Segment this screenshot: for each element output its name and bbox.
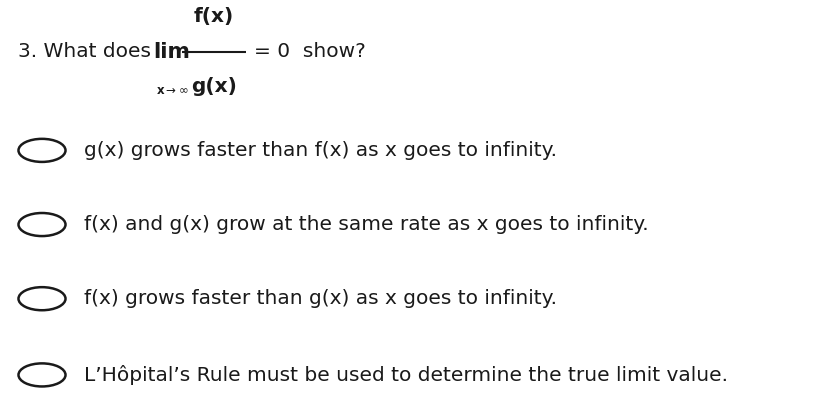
Text: L’Hôpital’s Rule must be used to determine the true limit value.: L’Hôpital’s Rule must be used to determi… [84, 365, 728, 385]
Text: 3. What does: 3. What does [18, 42, 151, 61]
Text: x$\rightarrow\infty$: x$\rightarrow\infty$ [156, 84, 188, 97]
Text: lim: lim [154, 42, 191, 61]
Text: f(x) grows faster than g(x) as x goes to infinity.: f(x) grows faster than g(x) as x goes to… [84, 289, 557, 308]
Text: g(x): g(x) [192, 77, 237, 96]
Text: f(x) and g(x) grow at the same rate as x goes to infinity.: f(x) and g(x) grow at the same rate as x… [84, 215, 648, 234]
Text: g(x) grows faster than f(x) as x goes to infinity.: g(x) grows faster than f(x) as x goes to… [84, 141, 557, 160]
Text: f(x): f(x) [194, 7, 234, 26]
Text: = 0  show?: = 0 show? [254, 42, 365, 61]
